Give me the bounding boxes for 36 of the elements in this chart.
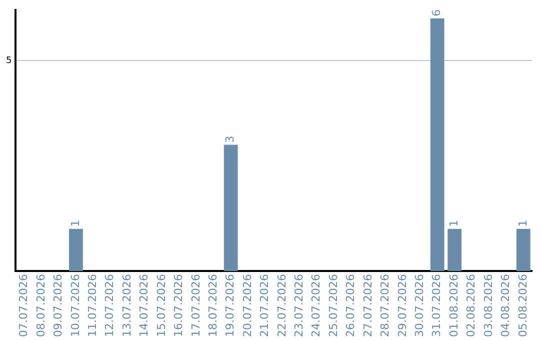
x-tick-label: 30.07.2026: [413, 274, 426, 338]
data-label: 1: [68, 220, 82, 227]
data-label: 1: [516, 220, 530, 227]
x-tick-label: 05.08.2026: [516, 274, 530, 338]
x-tick-label: 21.07.2026: [258, 274, 272, 338]
x-tick-label: 08.07.2026: [34, 274, 48, 338]
x-tick-label: 22.07.2026: [275, 274, 288, 338]
x-tick-label: 12.07.2026: [103, 274, 116, 338]
x-tick-label: 17.07.2026: [189, 274, 202, 338]
x-tick-label: 19.07.2026: [224, 274, 237, 338]
x-tick-label: 14.07.2026: [138, 274, 151, 338]
x-tick-label: 09.07.2026: [52, 274, 65, 338]
y-tick-label: 5: [6, 56, 12, 66]
x-tick-label: 29.07.2026: [396, 274, 409, 338]
x-tick-label: 23.07.2026: [292, 274, 306, 338]
x-tick-label: 18.07.2026: [206, 274, 220, 338]
x-tick-label: 10.07.2026: [68, 274, 82, 338]
data-label: 6: [430, 9, 444, 16]
x-tick-label: 28.07.2026: [378, 274, 392, 338]
data-label: 1: [447, 220, 460, 227]
x-tick-label: 27.07.2026: [361, 274, 374, 338]
x-tick-label: 04.08.2026: [499, 274, 512, 338]
x-tick-label: 02.08.2026: [464, 274, 478, 338]
x-tick-label: 07.07.2026: [17, 274, 30, 338]
x-tick-label: 16.07.2026: [172, 274, 186, 338]
x-tick-label: 03.08.2026: [482, 274, 495, 338]
x-tick-label: 11.07.2026: [86, 274, 100, 338]
x-tick-label: 13.07.2026: [120, 274, 134, 338]
x-tick-label: 24.07.2026: [310, 274, 323, 338]
x-tick-label: 25.07.2026: [326, 274, 340, 338]
x-tick-label: 15.07.2026: [154, 274, 168, 338]
x-tick-label: 31.07.2026: [430, 274, 444, 338]
data-label: 3: [224, 136, 237, 143]
x-tick-label: 26.07.2026: [344, 274, 358, 338]
x-tick-label: 01.08.2026: [447, 274, 460, 338]
x-tick-label: 20.07.2026: [240, 274, 254, 338]
